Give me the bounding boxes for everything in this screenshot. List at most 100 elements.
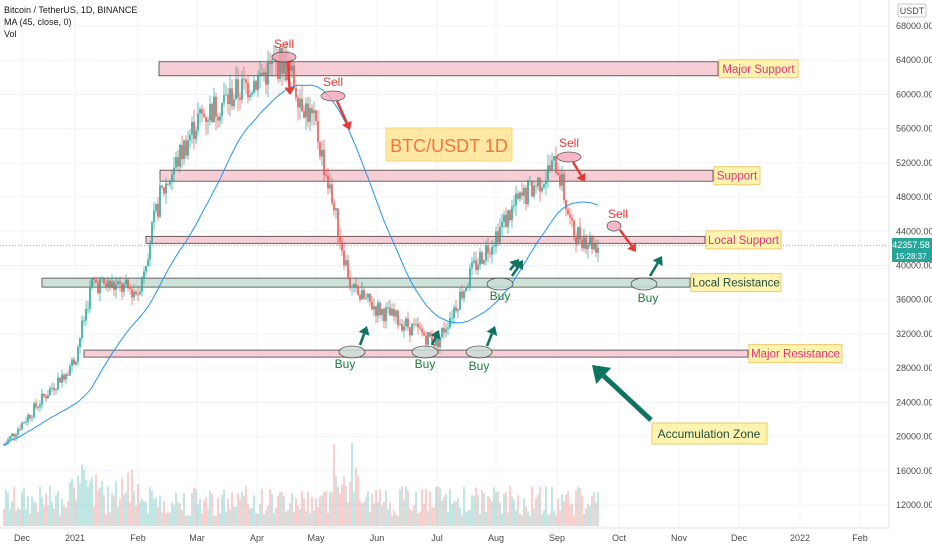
volume-bar (127, 472, 129, 526)
volume-bar (329, 491, 331, 526)
candle-body (513, 205, 515, 207)
volume-bar (491, 501, 493, 526)
volume-bar (125, 492, 127, 526)
candle-body (185, 140, 187, 156)
candle-body (417, 323, 419, 328)
volume-bar (529, 515, 531, 526)
candle-body (491, 247, 493, 255)
candle-body (53, 387, 55, 391)
volume-bar (345, 486, 347, 526)
price-tick-label: 28000.00 (896, 363, 932, 373)
volume-bar (163, 501, 165, 526)
buy-marker (486, 277, 514, 291)
candle-body (155, 203, 157, 211)
volume-bar (237, 493, 239, 526)
price-axis[interactable]: 68000.00 64000.00 60000.00 56000.00 52000.00… (896, 21, 932, 510)
candle-body (195, 130, 197, 139)
sell-label: Sell (274, 37, 294, 51)
candle-body (97, 282, 99, 294)
candle-body (215, 96, 217, 117)
candle-body (21, 422, 23, 430)
candle-body (3, 445, 5, 446)
time-axis[interactable]: Dec 2021 Feb Mar Apr May Jun Jul Aug Sep Oct Nov Dec… (14, 533, 868, 543)
ma-line (3, 84, 599, 446)
volume-bar (349, 482, 351, 526)
candle-body (153, 210, 155, 223)
candle-body (199, 109, 201, 114)
volume-bar (405, 486, 407, 526)
candle-body (271, 60, 273, 64)
sell-label: Sell (323, 75, 343, 89)
candle-body (139, 291, 141, 295)
volume-bar (171, 502, 173, 526)
candle-body (63, 374, 65, 380)
volume-bar (443, 497, 445, 526)
candle-body (511, 206, 513, 221)
price-tick-label: 68000.00 (896, 21, 932, 31)
vol-line-label: Vol (4, 29, 17, 39)
volume-bar (363, 501, 365, 526)
candle-body (533, 185, 535, 197)
candle-body (181, 145, 183, 160)
candle-body (23, 422, 25, 424)
volume-bar (503, 493, 505, 526)
volume-bar (267, 505, 269, 526)
candle-body (537, 177, 539, 187)
volume-bar (323, 492, 325, 526)
candle-body (13, 433, 15, 437)
candle-body (297, 97, 299, 108)
candle-body (233, 99, 235, 107)
volume-bar (147, 513, 149, 526)
candle-body (467, 286, 469, 289)
accumulation-label-box (651, 422, 768, 445)
volume-bar (393, 510, 395, 526)
candle-body (131, 289, 133, 298)
candle-body (167, 183, 169, 185)
volume-bar (517, 495, 519, 526)
currency-badge[interactable]: USDT (897, 3, 927, 18)
candle-body (161, 185, 163, 188)
volume-bar (305, 510, 307, 526)
candle-body (151, 222, 153, 245)
volume-bar (213, 515, 215, 526)
price-tick-label: 16000.00 (896, 466, 932, 476)
candle-body (163, 187, 165, 194)
candle-body (339, 236, 341, 242)
candle-body (295, 87, 297, 98)
candle-body (125, 279, 127, 285)
candle-body (223, 95, 225, 103)
volume-bar (17, 507, 19, 526)
candle-body (259, 72, 261, 75)
volume-bar (47, 505, 49, 526)
candle-body (321, 149, 323, 157)
volume-bar (359, 500, 361, 526)
volume-bar (277, 496, 279, 526)
candle-body (255, 80, 257, 90)
candle-body (325, 174, 327, 177)
candle-body (395, 310, 397, 317)
volume-bar (541, 514, 543, 526)
chart-legend: Bitcoin / TetherUS, 1D, BINANCE MA (45, … (4, 4, 137, 40)
volume-bar (579, 487, 581, 526)
price-tick-label: 36000.00 (896, 295, 932, 305)
accumulation-label: Accumulation Zone (658, 427, 761, 441)
candle-body (317, 120, 319, 143)
candle-body (507, 210, 509, 228)
candle-body (245, 79, 247, 83)
candle-body (579, 227, 581, 240)
volume-bar (133, 491, 135, 526)
volume-bar (447, 511, 449, 526)
volume-bar (303, 498, 305, 526)
candle-body (413, 323, 415, 325)
volume-bar (9, 508, 11, 526)
candle-body (283, 51, 285, 74)
volume-bar (247, 504, 249, 526)
candle-body (517, 193, 519, 199)
candle-body (239, 97, 241, 100)
candle-body (207, 120, 209, 122)
volume-bar (593, 491, 595, 526)
support-label: Support (717, 171, 758, 183)
candle-body (201, 109, 203, 114)
volume-bar (569, 505, 571, 526)
